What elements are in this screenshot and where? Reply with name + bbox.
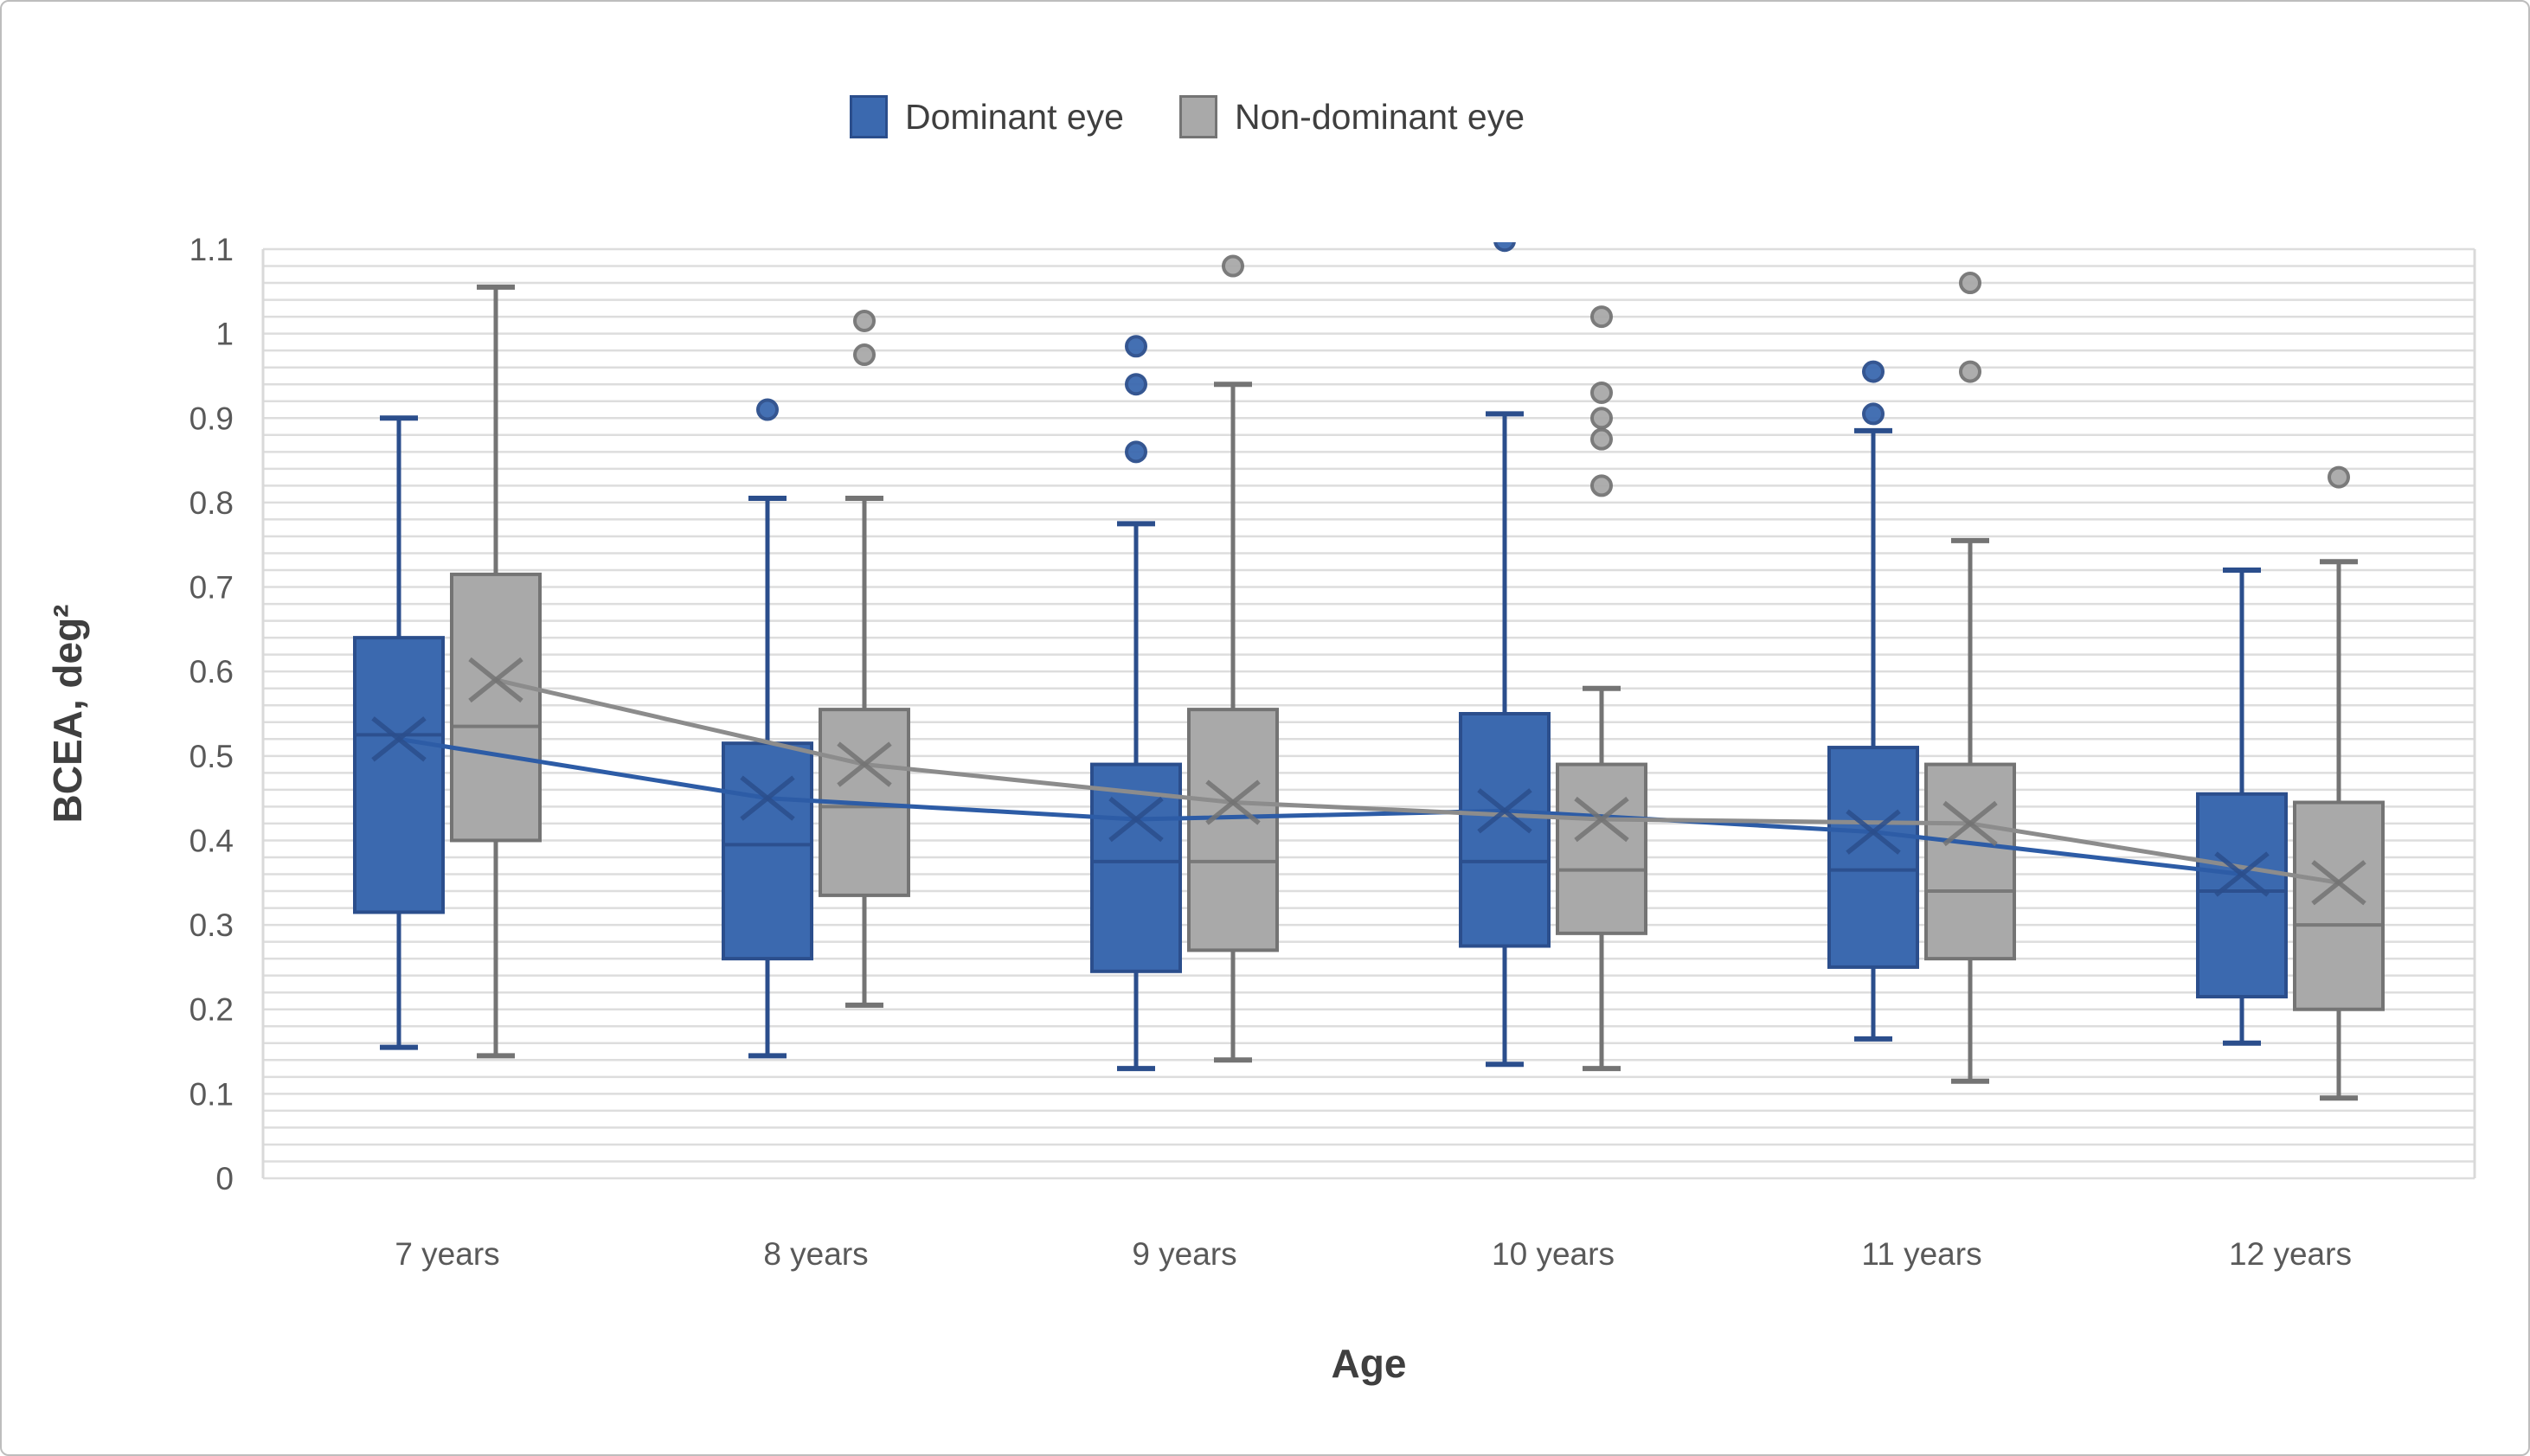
y-tick-label: 0: [215, 1161, 234, 1196]
y-tick-label: 0.5: [189, 739, 234, 774]
box-group: [1090, 335, 1182, 1072]
x-tick-label: 12 years: [2229, 1236, 2352, 1272]
box-group: [450, 284, 542, 1059]
plot-area: 0 0.1 0.2 0.3 0.4 0.5 0.6 0.7 0.8 0.9 1 1.1 7 years 8…: [189, 232, 2476, 1272]
legend-item-dominant: Dominant eye: [850, 95, 1124, 138]
mean-x-marker: [740, 775, 795, 821]
iqr-box: [1187, 708, 1279, 952]
y-tick-label: 0.1: [189, 1076, 234, 1112]
outlier-dot: [853, 343, 876, 367]
series-dominant: [353, 242, 2288, 1072]
outlier-dot: [1125, 440, 1147, 464]
outlier-dot: [1590, 407, 1613, 430]
mean-line: [398, 736, 2243, 876]
iqr-box: [722, 741, 813, 961]
outlier-dot: [756, 398, 779, 421]
chart-legend: Dominant eye Non-dominant eye: [2, 95, 2450, 138]
mean-x-marker: [1942, 800, 1998, 847]
mean-x-marker: [1846, 809, 1901, 855]
mean-x-marker: [2311, 860, 2366, 906]
y-tick-label: 0.9: [189, 401, 234, 436]
box-group: [1924, 272, 2016, 1084]
outlier-dot: [1862, 360, 1885, 383]
x-tick-label: 11 years: [1861, 1236, 1981, 1272]
outlier-dot: [1125, 335, 1147, 358]
non-dominant-eye-swatch-icon: [1178, 95, 1217, 138]
outlier-dot: [1125, 373, 1147, 396]
iqr-box: [353, 636, 445, 914]
y-tick-label: 1: [215, 317, 234, 352]
mean-x-marker: [371, 716, 427, 762]
iqr-box: [2196, 792, 2288, 999]
outlier-dot: [1862, 402, 1885, 426]
box-group: [1556, 305, 1647, 1072]
y-axis-tick-labels: 0 0.1 0.2 0.3 0.4 0.5 0.6 0.7 0.8 0.9 1 1.1: [189, 232, 234, 1196]
y-tick-label: 0.7: [189, 570, 234, 606]
box-group: [2196, 568, 2288, 1046]
box-group: [2293, 465, 2385, 1101]
x-tick-label: 9 years: [1132, 1236, 1236, 1272]
box-series: [353, 242, 2385, 1101]
outlier-dot: [1590, 305, 1613, 329]
mean-x-marker: [1574, 796, 1629, 843]
outlier-dot: [1493, 242, 1516, 253]
iqr-box: [1459, 712, 1551, 948]
outlier-dot: [1959, 360, 1981, 383]
x-tick-label: 7 years: [395, 1236, 499, 1272]
dominant-eye-swatch-icon: [850, 95, 888, 138]
outlier-dot: [2328, 465, 2350, 489]
x-axis-title: Age: [1332, 1341, 1407, 1386]
y-axis-title: BCEA, deg²: [45, 605, 90, 824]
mean-trend-lines: [398, 677, 2340, 885]
box-group: [353, 415, 445, 1050]
outlier-dot: [1590, 427, 1613, 451]
mean-markers: [371, 657, 2366, 906]
y-tick-label: 0.6: [189, 654, 234, 690]
y-tick-label: 0.2: [189, 992, 234, 1028]
iqr-box: [1924, 762, 2016, 961]
box-group: [1827, 360, 1919, 1042]
y-tick-label: 1.1: [189, 232, 234, 267]
x-tick-label: 8 years: [763, 1236, 868, 1272]
outlier-dot: [1590, 381, 1613, 404]
mean-x-marker: [1108, 796, 1164, 843]
iqr-box: [450, 572, 542, 843]
iqr-box: [1556, 762, 1647, 935]
outlier-dot: [853, 309, 876, 332]
box-group: [1187, 254, 1279, 1063]
box-group: [722, 398, 813, 1059]
y-tick-label: 0.3: [189, 908, 234, 943]
series-non-dominant: [450, 254, 2385, 1101]
x-tick-label: 10 years: [1492, 1236, 1615, 1272]
iqr-box: [1827, 746, 1919, 969]
mean-x-marker: [468, 657, 523, 703]
gridlines: [261, 247, 2476, 1180]
mean-x-marker: [1205, 779, 1261, 825]
outlier-dot: [1222, 254, 1244, 278]
box-group: [819, 309, 910, 1008]
mean-x-marker: [1477, 788, 1532, 834]
iqr-box: [2293, 800, 2385, 1011]
mean-x-marker: [2214, 851, 2270, 897]
outlier-dot: [1590, 474, 1613, 497]
legend-item-non-dominant: Non-dominant eye: [1178, 95, 1525, 138]
mean-line: [495, 677, 2340, 885]
x-axis-tick-labels: 7 years 8 years 9 years 10 years 11 years 12 …: [395, 1236, 2352, 1272]
legend-label: Dominant eye: [905, 96, 1124, 137]
legend-label: Non-dominant eye: [1234, 96, 1525, 137]
mean-x-marker: [837, 741, 892, 787]
iqr-box: [1090, 762, 1182, 973]
y-tick-label: 0.4: [189, 823, 234, 858]
y-tick-label: 0.8: [189, 485, 234, 521]
box-group: [1459, 242, 1551, 1068]
outlier-dot: [1959, 272, 1981, 295]
